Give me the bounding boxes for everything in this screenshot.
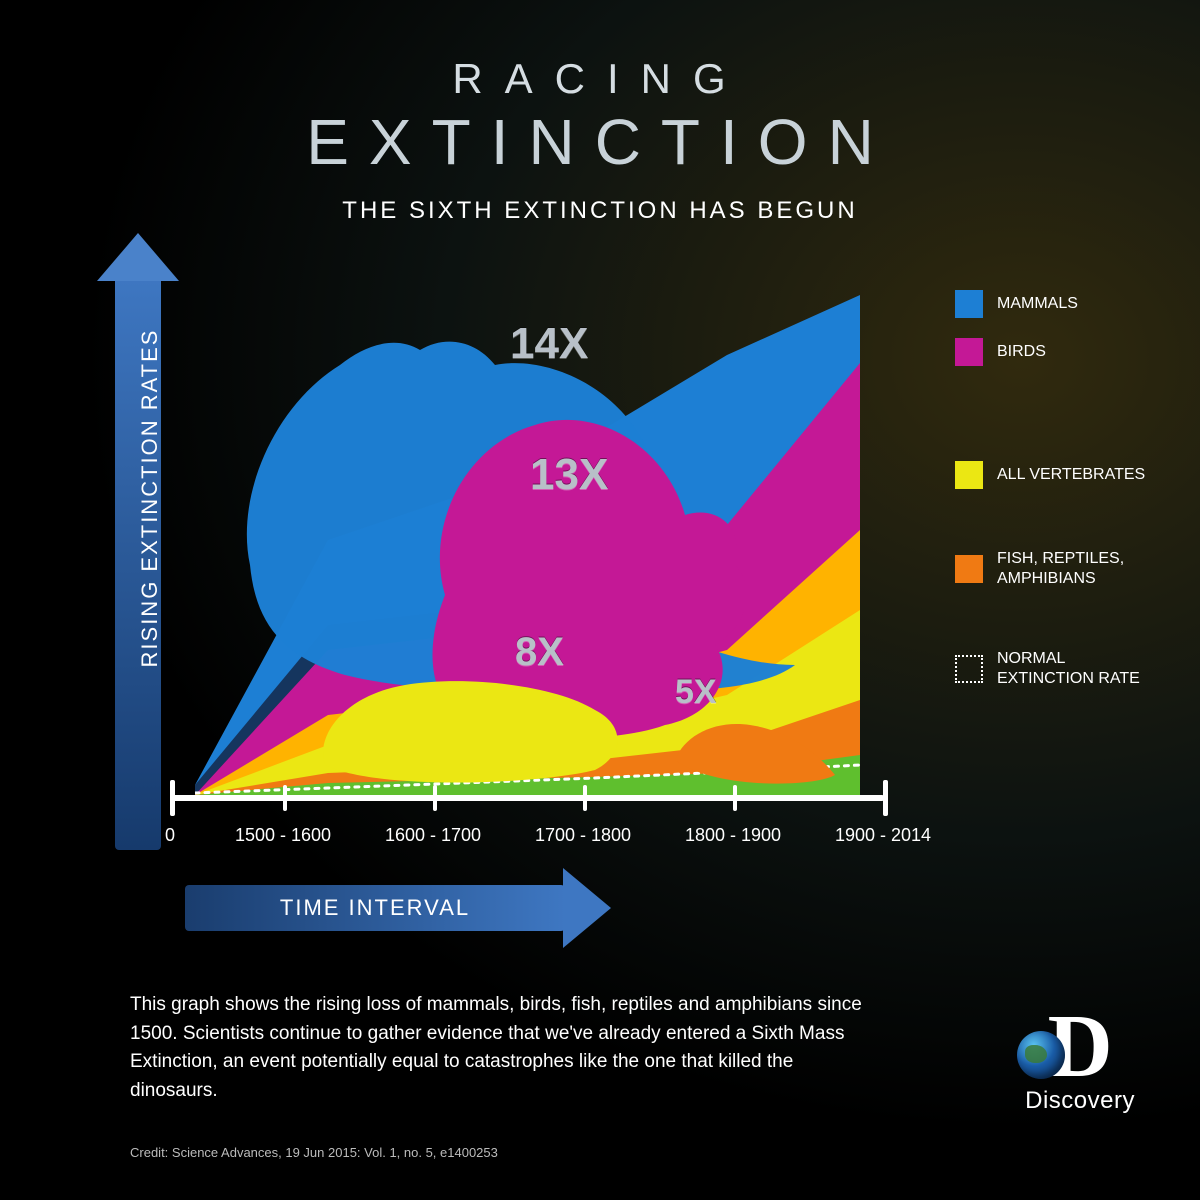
legend-item-normal: NORMAL EXTINCTION RATE <box>955 649 1165 689</box>
x-tick-label: 1800 - 1900 <box>685 825 781 846</box>
value-vertebrates: 8X <box>515 630 564 675</box>
discovery-logo: D Discovery <box>1025 1011 1135 1115</box>
logo-d-icon: D <box>1025 1011 1135 1083</box>
description: This graph shows the rising loss of mamm… <box>130 991 870 1105</box>
x-tick-label: 0 <box>165 825 175 846</box>
legend-label: NORMAL EXTINCTION RATE <box>997 649 1165 689</box>
legend-swatch <box>955 338 983 366</box>
x-tick-label: 1600 - 1700 <box>385 825 481 846</box>
legend-label: MAMMALS <box>997 294 1078 314</box>
x-tick-label: 1900 - 2014 <box>835 825 931 846</box>
x-axis-label: TIME INTERVAL <box>280 895 470 921</box>
credit: Credit: Science Advances, 19 Jun 2015: V… <box>130 1145 498 1160</box>
x-tick <box>883 780 888 816</box>
legend-label: BIRDS <box>997 342 1046 362</box>
subtitle: THE SIXTH EXTINCTION HAS BEGUN <box>0 197 1200 225</box>
chart: RISING EXTINCTION RATES 0 1500 - 1600 1600… <box>115 275 875 850</box>
x-tick <box>433 785 437 811</box>
value-birds: 13X <box>530 450 608 500</box>
legend-label: FISH, REPTILES, AMPHIBIANS <box>997 549 1165 589</box>
legend-swatch <box>955 555 983 583</box>
legend-swatch <box>955 461 983 489</box>
plot-area <box>195 295 860 795</box>
x-tick <box>170 780 175 816</box>
legend-label: ALL VERTEBRATES <box>997 465 1145 485</box>
legend-item-vertebrates: ALL VERTEBRATES <box>955 461 1165 489</box>
legend-item-birds: BIRDS <box>955 338 1165 366</box>
legend-item-fish_etc: FISH, REPTILES, AMPHIBIANS <box>955 549 1165 589</box>
x-tick <box>283 785 287 811</box>
title-line1: RACING <box>0 55 1200 103</box>
value-mammals: 14X <box>510 319 588 369</box>
x-tick-label: 1500 - 1600 <box>235 825 331 846</box>
legend-swatch-dashed <box>955 655 983 683</box>
x-axis-line <box>170 795 885 801</box>
value-fish: 5X <box>675 673 717 712</box>
legend-swatch <box>955 290 983 318</box>
x-tick <box>583 785 587 811</box>
title-line2: EXTINCTION <box>0 105 1200 179</box>
x-tick-label: 1700 - 1800 <box>535 825 631 846</box>
globe-icon <box>1017 1031 1065 1079</box>
x-tick <box>733 785 737 811</box>
y-axis-label: RISING EXTINCTION RATES <box>137 328 163 668</box>
x-axis-arrow: TIME INTERVAL <box>185 885 565 931</box>
header: RACING EXTINCTION THE SIXTH EXTINCTION H… <box>0 0 1200 225</box>
legend: MAMMALS BIRDS ALL VERTEBRATES FISH, REPTILE… <box>955 290 1165 709</box>
legend-item-mammals: MAMMALS <box>955 290 1165 318</box>
